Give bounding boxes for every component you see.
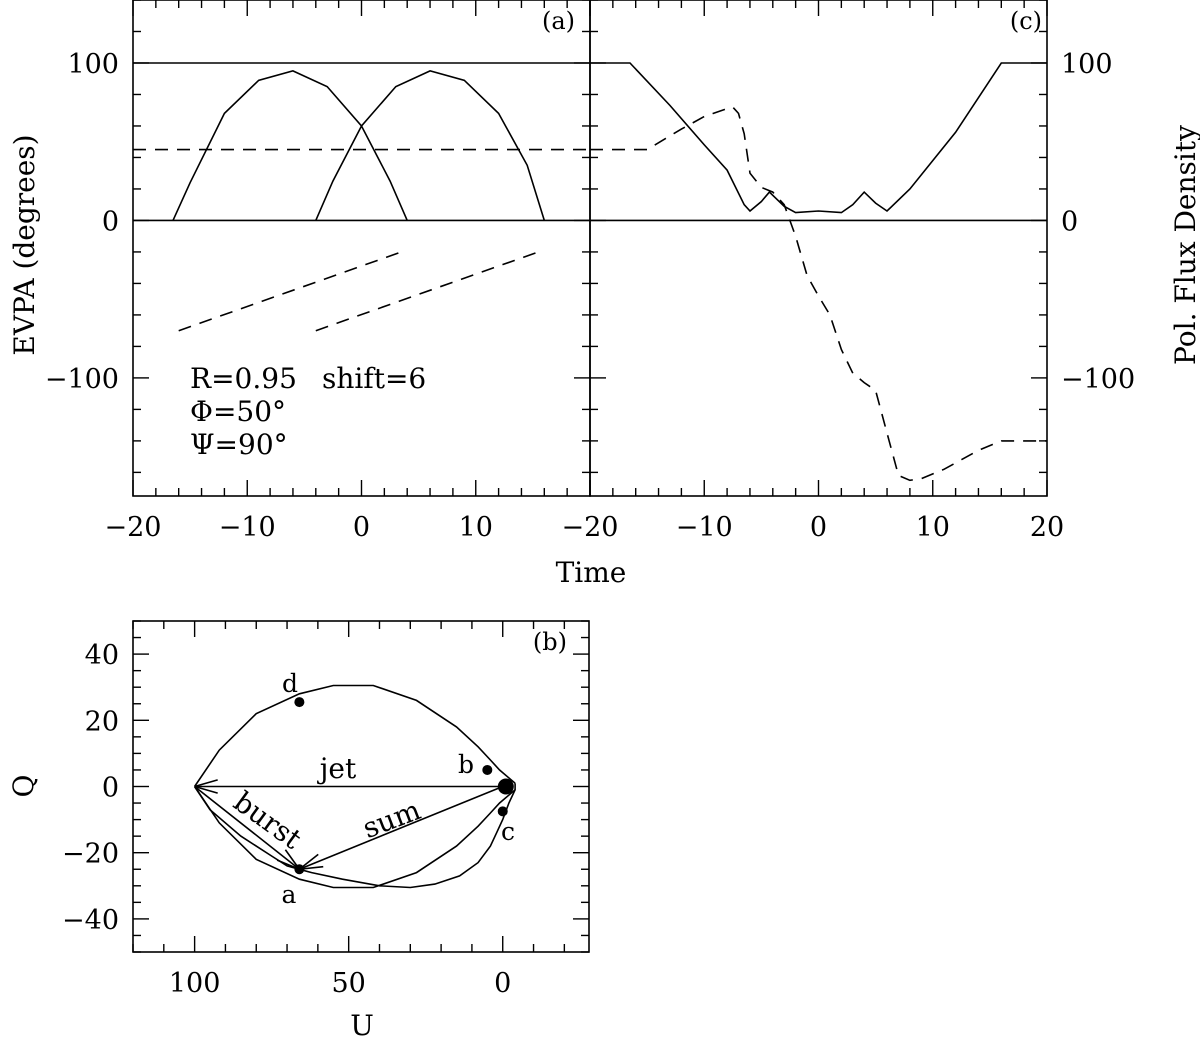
series-line-b-1 (193, 786, 516, 889)
point-label-b: b (458, 750, 474, 779)
vector-burst (194, 785, 300, 870)
series-group-a (133, 62, 590, 332)
x-tick-label-c: −20 (562, 512, 619, 543)
x-tick-label-c: 20 (1030, 512, 1064, 543)
vector-label-burst: burst (228, 785, 309, 856)
panel-b-y-axis-title: Q (7, 775, 40, 798)
annotation-shift: shift=6 (322, 362, 426, 395)
y-tick-label-right-c: −100 (1061, 364, 1135, 395)
point-label-c: c (501, 817, 515, 846)
y-tick-label-a: 0 (102, 206, 119, 237)
series-line-c-1 (590, 62, 1047, 214)
series-line-a-2 (172, 70, 408, 221)
point-a (294, 864, 305, 875)
series-line-a-6 (315, 251, 539, 332)
y-tick-label-right-c: 0 (1061, 206, 1078, 237)
y-tick-label-b: 0 (102, 773, 119, 804)
series-line-a-3 (315, 70, 546, 221)
series-group-c (590, 62, 1047, 482)
y-tick-label-b: −40 (62, 905, 119, 936)
series-line-c-2 (590, 106, 1047, 482)
panel-b-label: (b) (533, 628, 567, 656)
series-line-b-2 (193, 786, 300, 871)
series-line-b-0 (193, 684, 516, 787)
y-tick-label-right-c: 100 (1061, 49, 1113, 80)
x-tick-label-b: 0 (494, 968, 511, 999)
x-tick-label-c: 0 (810, 512, 827, 543)
series-line-b-3 (299, 783, 516, 889)
series-group-b (193, 684, 516, 889)
point-c (497, 806, 508, 817)
y-tick-label-b: −20 (62, 839, 119, 870)
point-origin (497, 778, 514, 795)
panel-a-y-axis-title: EVPA (degrees) (8, 134, 41, 355)
vector-label-jet: jet (317, 752, 357, 785)
plot-frame-c (589, 0, 1048, 497)
vector-sum (299, 785, 504, 870)
x-tick-label-c: −10 (676, 512, 733, 543)
panel-b-x-axis-title: U (350, 1009, 374, 1040)
y-tick-label-b: 20 (85, 706, 119, 737)
x-tick-label-a: −20 (105, 512, 162, 543)
panel-a-label: (a) (542, 7, 575, 35)
x-tick-label-a: 10 (459, 512, 493, 543)
y-tick-label-b: 40 (85, 640, 119, 671)
panel-c-y-axis-title: Pol. Flux Density (1169, 125, 1200, 365)
y-tick-label-a: −100 (45, 364, 119, 395)
vector-arrowhead-jet (194, 785, 218, 794)
x-tick-label-b: 50 (331, 968, 365, 999)
panel-b: 100 50 0 −40 −20 0 20 40 (62, 620, 590, 999)
time-axis-title: Time (556, 556, 627, 589)
annotation-phi: Φ=50° (190, 395, 286, 428)
panel-c-label: (c) (1010, 7, 1042, 35)
x-tick-label-a: 0 (353, 512, 370, 543)
x-tick-label-c: 10 (916, 512, 950, 543)
point-b (482, 764, 493, 775)
x-tick-label-a: −10 (219, 512, 276, 543)
point-label-d: d (282, 669, 298, 698)
annotation-r: R=0.95 (190, 362, 297, 395)
series-line-a-5 (178, 251, 402, 332)
point-label-a: a (282, 880, 297, 909)
x-tick-label-b: 100 (169, 968, 221, 999)
y-tick-label-a: 100 (67, 49, 119, 80)
point-d (294, 697, 305, 708)
vector-arrowhead-jet (194, 779, 218, 788)
vector-label-sum: sum (358, 793, 425, 845)
annotation-psi: Ψ=90° (190, 428, 288, 461)
